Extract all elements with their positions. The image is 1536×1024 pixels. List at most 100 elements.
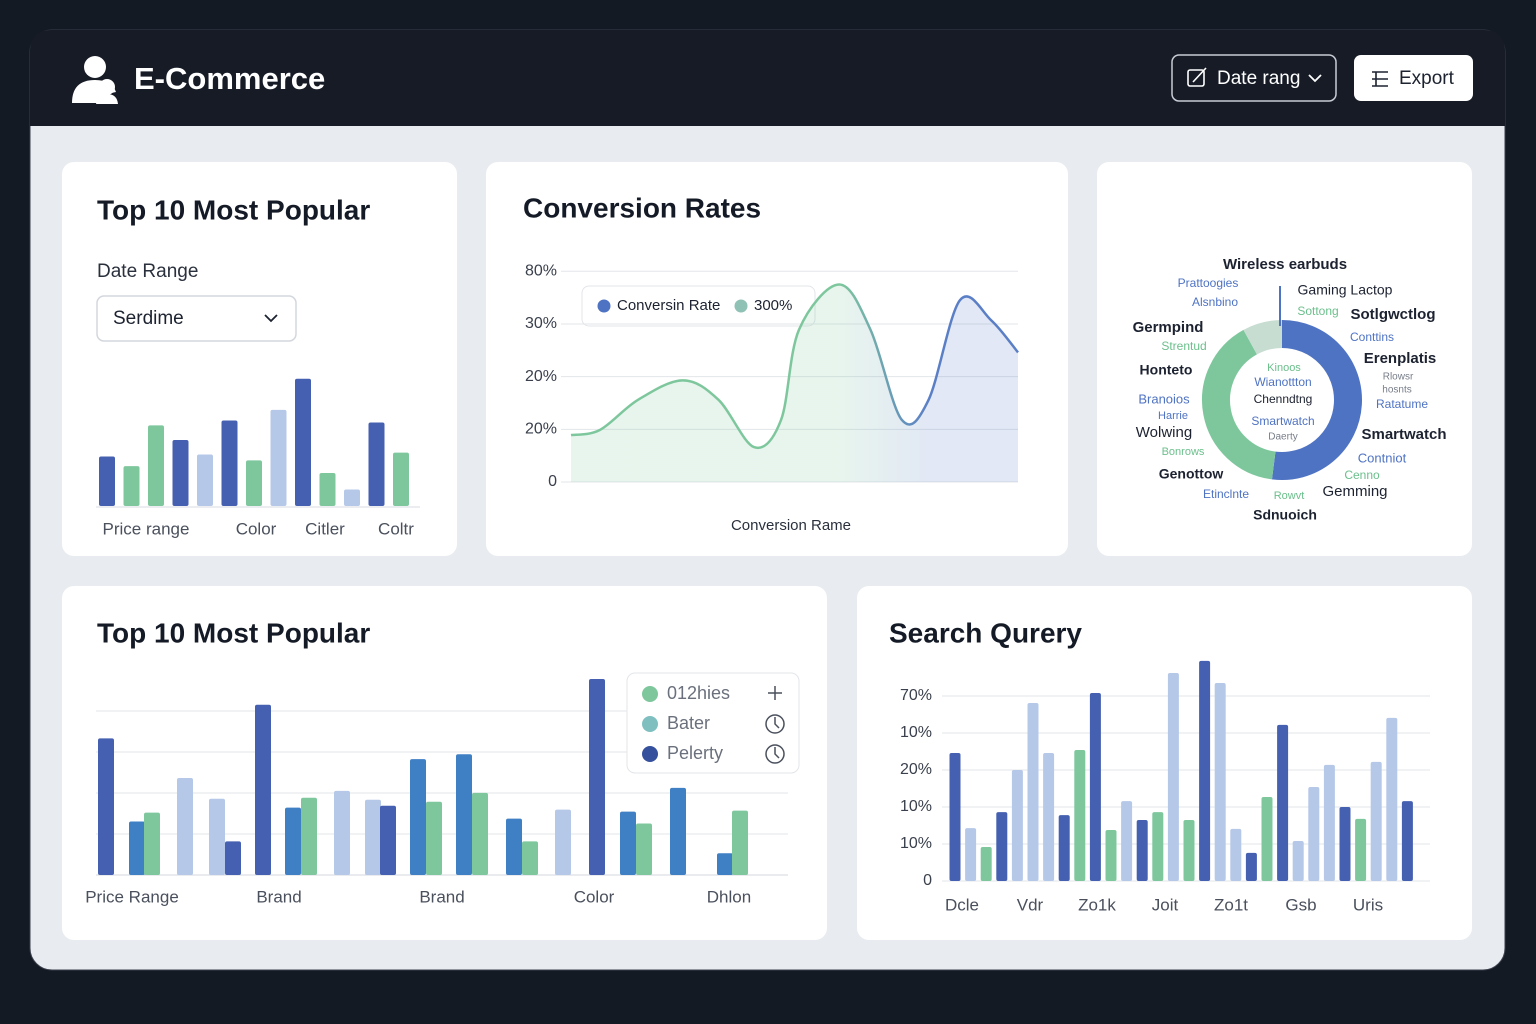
word: Gemming (1322, 483, 1387, 500)
word: Genottow (1159, 466, 1224, 482)
bar (1245, 852, 1257, 881)
y-tick-label: 20% (525, 368, 557, 385)
bar (380, 805, 396, 875)
bar (334, 790, 350, 875)
select-value: Serdime (113, 308, 184, 329)
x-axis-label: Joit (1152, 895, 1179, 914)
bar (1058, 815, 1070, 881)
bar (129, 821, 145, 875)
legend-swatch (642, 686, 658, 702)
bar (209, 798, 225, 875)
bar (197, 454, 213, 506)
select[interactable] (96, 295, 297, 342)
legend-swatch (597, 299, 611, 313)
word: Honteto (1140, 362, 1193, 378)
legend-label: Conversin Rate (617, 297, 720, 314)
word: Gaming Lactop (1298, 282, 1393, 298)
word: Wianottton (1254, 375, 1311, 389)
bar-group (98, 678, 748, 875)
legend-label: 300% (754, 297, 792, 314)
word: Erenplatis (1364, 350, 1437, 367)
y-tick-label: 30% (525, 315, 557, 332)
export-icon (1372, 71, 1388, 87)
bar (996, 812, 1008, 881)
bar (295, 378, 311, 506)
bar (980, 846, 992, 881)
y-tick-label: 80% (525, 262, 557, 279)
donut-segment (1202, 329, 1277, 480)
bar (285, 807, 301, 875)
word: Sottong (1297, 304, 1338, 318)
chevron (1308, 74, 1322, 83)
chevron (264, 314, 278, 323)
word: Wolwing (1136, 424, 1192, 441)
word: Sotlgwctlog (1351, 306, 1436, 323)
bar (670, 787, 686, 875)
legend-label: Bater (667, 713, 710, 733)
x-axis-label: Citler (305, 519, 345, 538)
donut-segment (1271, 320, 1362, 480)
bar (225, 841, 241, 875)
bar (270, 409, 287, 506)
x-axis-label: Zo1k (1078, 895, 1116, 914)
y-tick-label: 10% (900, 835, 932, 852)
word: Harrie (1158, 410, 1188, 422)
x-axis-label: Dcle (945, 895, 979, 914)
word: Strentud (1161, 339, 1206, 353)
y-tick-label: 20% (525, 421, 557, 438)
word: Smartwatch (1361, 426, 1446, 443)
bar (1292, 841, 1304, 881)
header-bar (30, 30, 1505, 126)
word: Branoios (1138, 391, 1190, 406)
export-button[interactable] (1354, 55, 1473, 101)
bar (1339, 807, 1351, 881)
bar (1199, 660, 1211, 881)
bar (148, 425, 164, 506)
date-button[interactable] (1171, 54, 1337, 102)
bar (456, 754, 472, 875)
bar (221, 420, 238, 506)
bar (1089, 693, 1101, 881)
bar (1167, 673, 1179, 881)
word: Etinclnte (1203, 487, 1249, 501)
area (571, 284, 1018, 482)
word: Daerty (1268, 432, 1297, 443)
bar (301, 797, 317, 875)
card-title: Conversion Rates (523, 192, 761, 223)
card-title: Top 10 Most Popular (97, 617, 370, 648)
bar (965, 828, 977, 881)
bar (1043, 752, 1055, 881)
bar (1183, 819, 1195, 881)
bar (1261, 797, 1273, 881)
export-button-label: Export (1399, 68, 1455, 89)
x-axis-label: Uris (1353, 895, 1383, 914)
bar (426, 801, 442, 875)
bar (1011, 770, 1023, 881)
bar (344, 489, 360, 506)
edit-icon (1187, 67, 1207, 87)
legend-swatch (734, 299, 748, 313)
bar (717, 853, 733, 875)
legend-label: Pelerty (667, 743, 723, 763)
x-axis-label: Price Range (85, 887, 179, 906)
bar (1136, 819, 1148, 881)
word: Wireless earbuds (1223, 256, 1347, 273)
x-axis-label: Color (236, 519, 277, 538)
filter-label: Date Range (97, 261, 198, 282)
date-button-label: Date rang (1217, 68, 1300, 89)
bar (1323, 764, 1335, 881)
word: Bonrows (1162, 446, 1205, 458)
card (1097, 162, 1472, 556)
bar (144, 812, 160, 875)
legend-swatch (642, 716, 658, 732)
word: Cenno (1344, 468, 1380, 482)
bar (177, 777, 193, 875)
y-tick-label: 10% (900, 798, 932, 815)
bar (1121, 801, 1133, 881)
bar (98, 738, 114, 875)
bar (319, 472, 336, 506)
bar (393, 452, 409, 506)
bar (1355, 818, 1367, 881)
bar (1370, 761, 1382, 881)
